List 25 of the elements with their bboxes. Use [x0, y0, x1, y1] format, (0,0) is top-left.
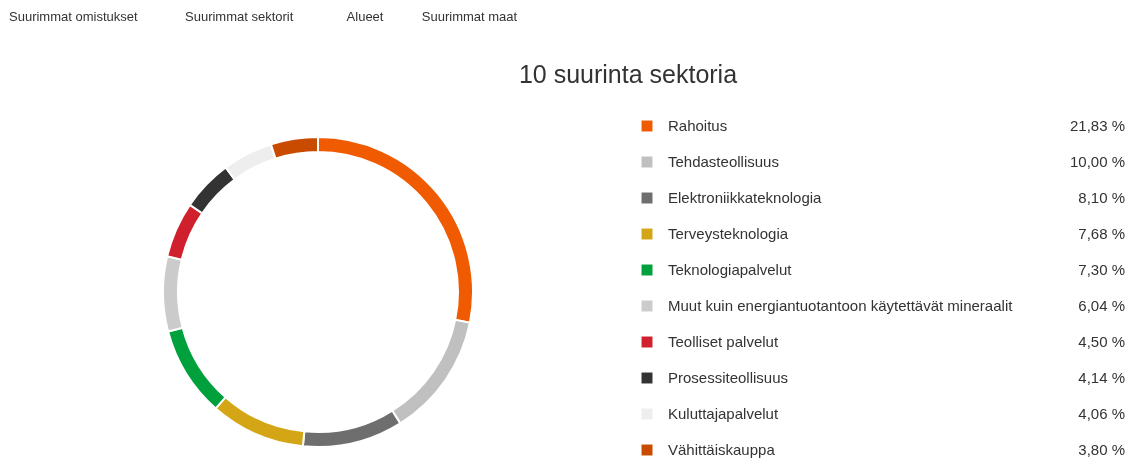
text: Suurimmat sektorit [185, 9, 294, 24]
data-label: 8,10 % [1078, 189, 1125, 206]
data-label: 3,80 % [1078, 441, 1125, 458]
legend-label: Elektroniikkateknologia [668, 189, 823, 206]
legend-label: Kuluttajapalvelut [668, 405, 779, 422]
data-label: 4,14 % [1078, 369, 1125, 386]
legend-label: Prosessiteollisuus [668, 369, 789, 386]
data-label: 4,50 % [1078, 333, 1125, 350]
data-label: 7,68 % [1078, 225, 1125, 242]
text: Suurimmat maat [421, 9, 518, 24]
legend-label: Teknologiapalvelut [668, 261, 793, 278]
legend-label: Vähittäiskauppa [668, 441, 776, 458]
chart-title: 10 suurinta sektoria [518, 60, 738, 88]
text: Alueet [346, 9, 384, 24]
data-label: 10,00 % [1069, 153, 1125, 170]
legend-label: Teolliset palvelut [668, 333, 779, 350]
text: Suurimmat omistukset [9, 9, 138, 24]
data-label: 4,06 % [1078, 405, 1125, 422]
legend-label: Terveysteknologia [668, 225, 789, 242]
legend-label: Muut kuin energiantuotantoon käytettävät mineraalit [668, 297, 1014, 314]
legend-label: Rahoitus [668, 117, 728, 134]
data-label: 7,30 % [1078, 261, 1125, 278]
data-label: 21,83 % [1069, 117, 1125, 134]
data-label: 6,04 % [1078, 297, 1125, 314]
legend-label: Tehdasteollisuus [668, 153, 779, 170]
